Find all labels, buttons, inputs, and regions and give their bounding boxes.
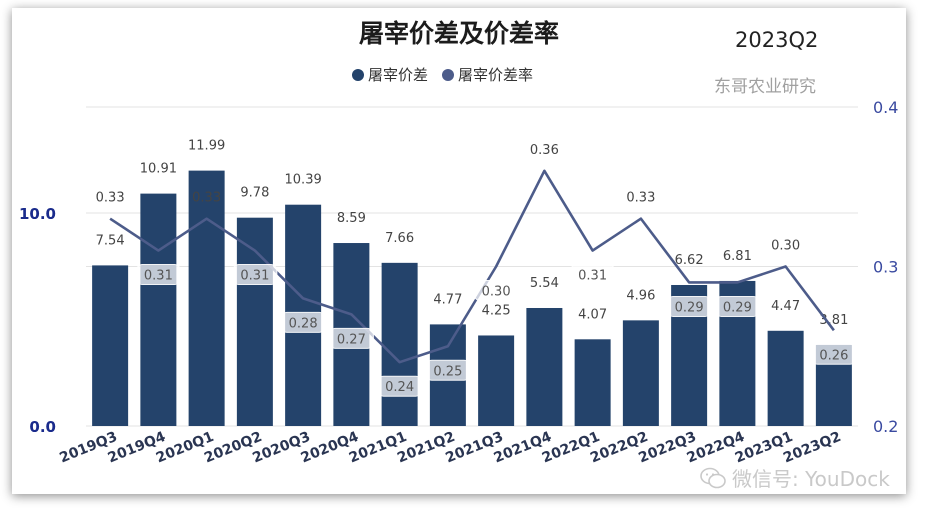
bar-data-label: 7.54 <box>96 233 125 248</box>
bar <box>92 265 129 426</box>
bar <box>478 335 515 426</box>
line-data-label: 0.31 <box>240 269 269 284</box>
line-data-label-box <box>570 264 616 286</box>
bar-data-label: 8.59 <box>337 211 366 226</box>
line-data-label-box <box>666 295 712 317</box>
bar-data-label: 10.39 <box>285 173 322 188</box>
bar-data-label: 7.66 <box>385 231 414 246</box>
line-data-label-box <box>377 375 423 397</box>
y-right-tick-label: 0.2 <box>873 417 898 436</box>
line-data-label: 0.25 <box>433 364 462 379</box>
legend-item-line: 屠宰价差率 <box>442 64 533 85</box>
line-data-label-box <box>328 327 374 349</box>
line-data-label-box <box>280 311 326 333</box>
line-data-label-box <box>714 295 760 317</box>
line-data-label: 0.26 <box>819 348 848 363</box>
bar <box>381 262 418 426</box>
bar-data-label: 4.25 <box>482 303 511 318</box>
line-data-label: 0.33 <box>96 191 125 206</box>
line-data-label: 0.31 <box>144 269 173 284</box>
source-label: 东哥农业研究 <box>714 77 816 97</box>
bar <box>188 170 225 426</box>
watermark-text: 微信号: YouDock <box>732 467 890 491</box>
line-data-label-box <box>425 359 471 381</box>
bar-data-label: 5.54 <box>530 276 559 291</box>
line-data-label: 0.33 <box>192 191 221 206</box>
bar <box>140 193 177 426</box>
line-data-label: 0.29 <box>723 300 752 315</box>
line-data-label-box <box>232 264 278 286</box>
bar-data-label: 9.78 <box>240 186 269 201</box>
line-data-label: 0.36 <box>530 143 559 158</box>
line-data-label-box <box>473 280 519 301</box>
line-data-label: 0.31 <box>578 269 607 284</box>
chart-legend: 屠宰价差 屠宰价差率 <box>352 64 533 85</box>
line-data-label-box <box>135 264 181 286</box>
y-right-tick-label: 0.4 <box>873 98 898 117</box>
line-data-label: 0.33 <box>626 191 655 206</box>
bar <box>574 339 611 426</box>
legend-label-bar: 屠宰价差 <box>368 66 429 84</box>
y-left-tick-label: 10.0 <box>19 205 56 223</box>
line-data-label: 0.30 <box>771 239 800 254</box>
bar <box>767 330 804 426</box>
legend-item-bar: 屠宰价差 <box>352 64 428 85</box>
legend-label-line: 屠宰价差率 <box>458 66 534 84</box>
bar <box>622 320 659 426</box>
bar <box>526 307 563 426</box>
line-data-label: 0.27 <box>337 332 366 347</box>
line-data-label-box <box>811 343 857 365</box>
line-series-ratio <box>109 169 835 364</box>
bar-data-label: 10.91 <box>140 162 177 177</box>
bar <box>236 217 273 426</box>
line-data-label: 0.28 <box>289 316 318 331</box>
bar-data-label: 3.81 <box>819 313 848 328</box>
line-data-label: 0.24 <box>385 380 414 395</box>
period-label: 2023Q2 <box>735 28 819 52</box>
line-data-label: 0.30 <box>482 285 511 300</box>
chart-title: 屠宰价差及价差率 <box>358 19 559 48</box>
bar-data-label: 4.77 <box>433 292 462 307</box>
bar-data-label: 4.96 <box>626 288 655 303</box>
legend-swatch-line <box>442 68 455 81</box>
y-right-tick-label: 0.3 <box>873 258 898 277</box>
wechat-icon <box>700 467 726 488</box>
bar-data-label: 6.81 <box>723 249 752 264</box>
line-data-label: 0.29 <box>675 300 704 315</box>
legend-swatch-bar <box>352 68 364 81</box>
bar-data-label: 4.47 <box>771 299 800 314</box>
bar-data-label: 4.07 <box>578 307 607 322</box>
bar-data-label: 6.62 <box>675 253 704 268</box>
y-left-tick-label: 0.0 <box>29 418 56 436</box>
watermark: 微信号: YouDock <box>700 463 890 492</box>
bar-data-label: 11.99 <box>188 139 225 154</box>
